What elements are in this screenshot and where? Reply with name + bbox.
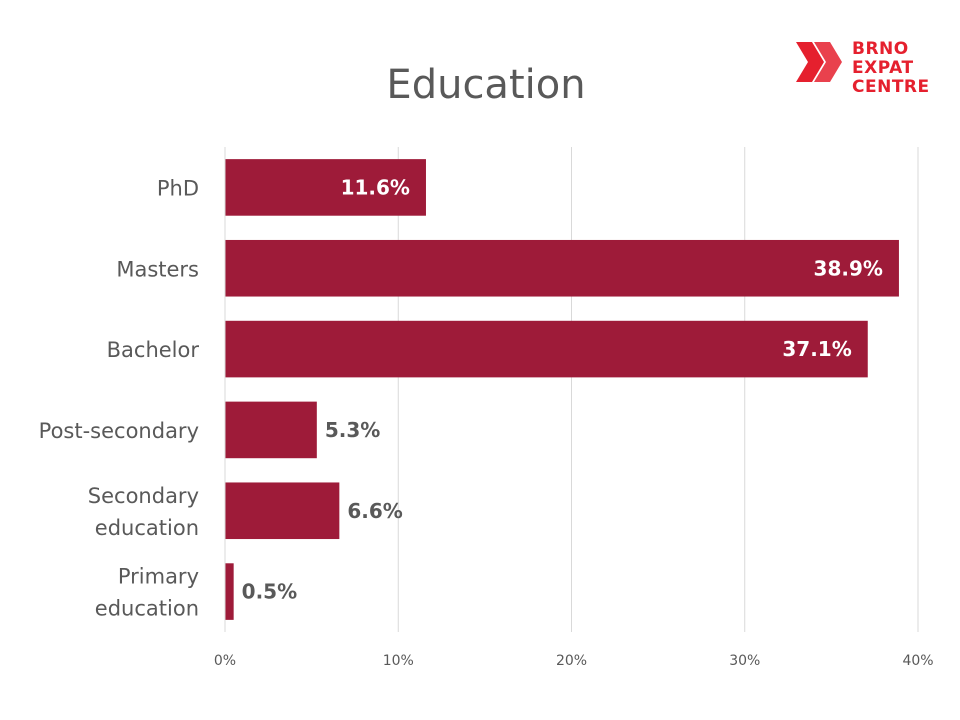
bar bbox=[225, 320, 868, 378]
category-label: Bachelor bbox=[107, 338, 200, 362]
data-label: 37.1% bbox=[782, 337, 851, 361]
data-label: 0.5% bbox=[242, 580, 297, 604]
bar bbox=[225, 159, 426, 216]
category-label: Masters bbox=[116, 257, 199, 281]
bar bbox=[225, 239, 899, 297]
category-label: education bbox=[95, 516, 199, 540]
x-tick-label: 0% bbox=[214, 653, 236, 669]
category-label: Post-secondary bbox=[39, 419, 199, 443]
category-label: education bbox=[95, 597, 199, 621]
bar bbox=[225, 482, 340, 540]
x-tick-label: 40% bbox=[902, 653, 933, 669]
category-label: PhD bbox=[157, 176, 199, 200]
data-label: 6.6% bbox=[347, 499, 402, 523]
data-label: 11.6% bbox=[341, 175, 410, 199]
bar bbox=[225, 563, 234, 620]
x-tick-label: 20% bbox=[556, 653, 587, 669]
category-label: Secondary bbox=[88, 484, 199, 508]
logo-line-2: EXPAT bbox=[852, 58, 914, 78]
chart-title: Education bbox=[386, 62, 586, 108]
logo-line-1: BRNO bbox=[852, 39, 909, 59]
logo-text: BRNO EXPAT CENTRE bbox=[852, 40, 930, 97]
data-label: 38.9% bbox=[814, 256, 883, 280]
data-label: 5.3% bbox=[325, 418, 380, 442]
bar bbox=[225, 401, 317, 459]
brno-expat-centre-logo: BRNO EXPAT CENTRE bbox=[796, 40, 946, 100]
logo-line-3: CENTRE bbox=[852, 77, 930, 97]
category-label: Primary bbox=[118, 565, 199, 589]
x-tick-label: 10% bbox=[383, 653, 414, 669]
x-tick-label: 30% bbox=[729, 653, 760, 669]
logo-x-mark-icon bbox=[796, 42, 842, 82]
